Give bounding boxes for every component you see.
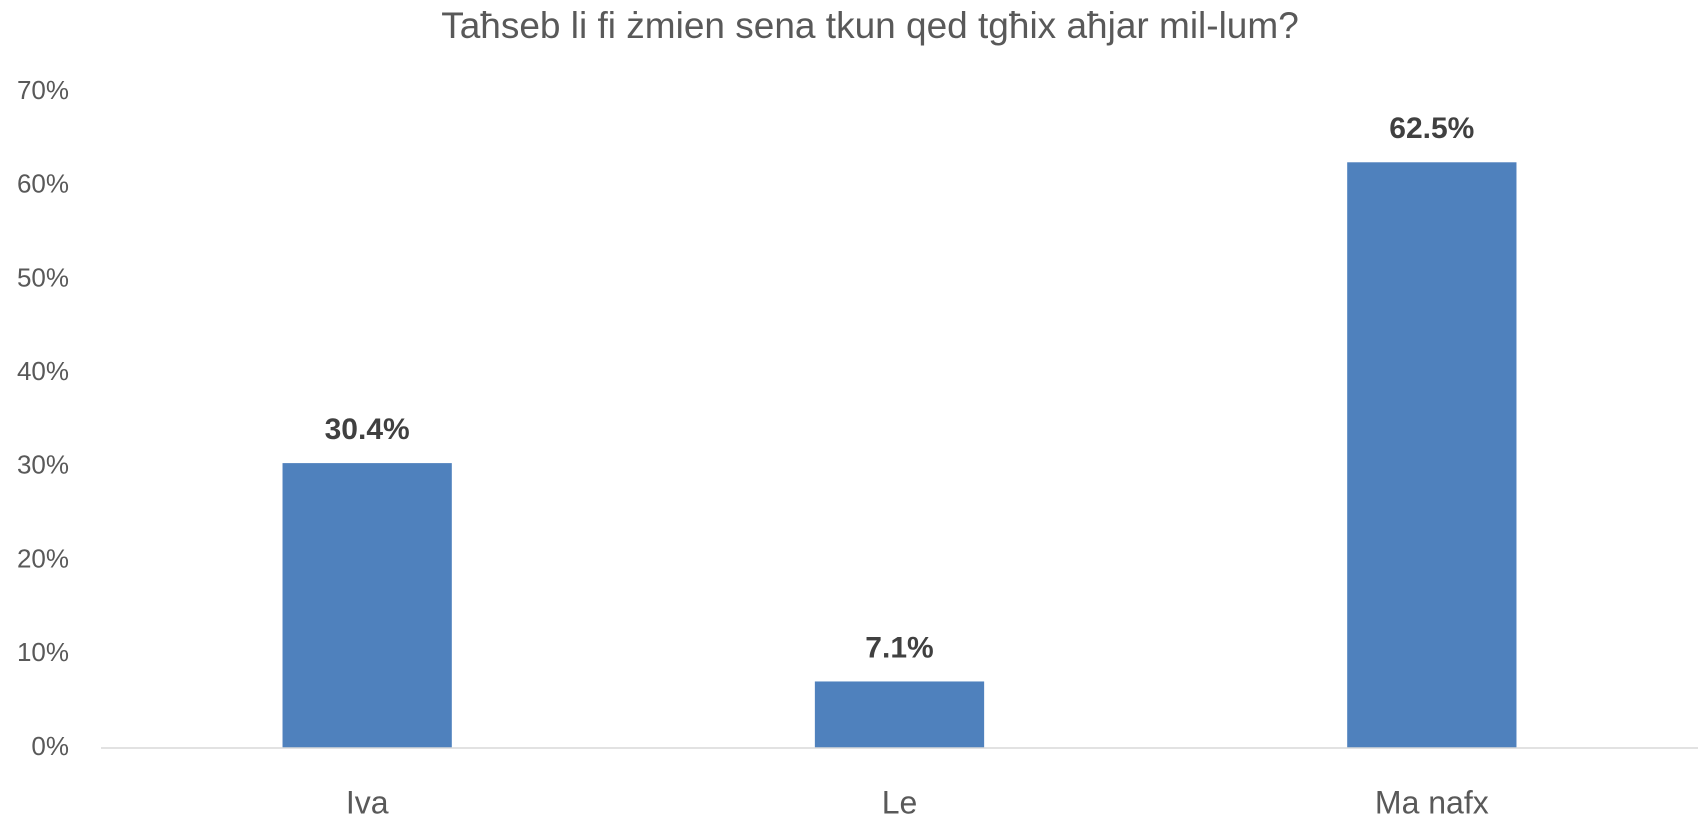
y-tick-label: 60% xyxy=(17,169,69,199)
y-tick-label: 50% xyxy=(17,262,69,292)
y-tick-label: 30% xyxy=(17,450,69,480)
y-tick-label: 20% xyxy=(17,543,69,573)
y-tick-label: 0% xyxy=(31,731,69,761)
bar xyxy=(814,681,985,748)
x-tick-label: Le xyxy=(882,784,918,820)
data-label: 30.4% xyxy=(325,413,410,446)
bar xyxy=(282,463,452,748)
y-tick-label: 40% xyxy=(17,356,69,386)
chart-title: Taħseb li fi żmien sena tkun qed tgħix a… xyxy=(441,5,1299,46)
bar xyxy=(1347,162,1517,749)
x-tick-label: Iva xyxy=(346,784,389,820)
y-tick-label: 10% xyxy=(17,637,69,667)
data-label: 62.5% xyxy=(1389,112,1474,145)
x-tick-label: Ma nafx xyxy=(1375,784,1489,820)
data-label: 7.1% xyxy=(865,631,933,664)
y-tick-label: 70% xyxy=(17,75,69,105)
